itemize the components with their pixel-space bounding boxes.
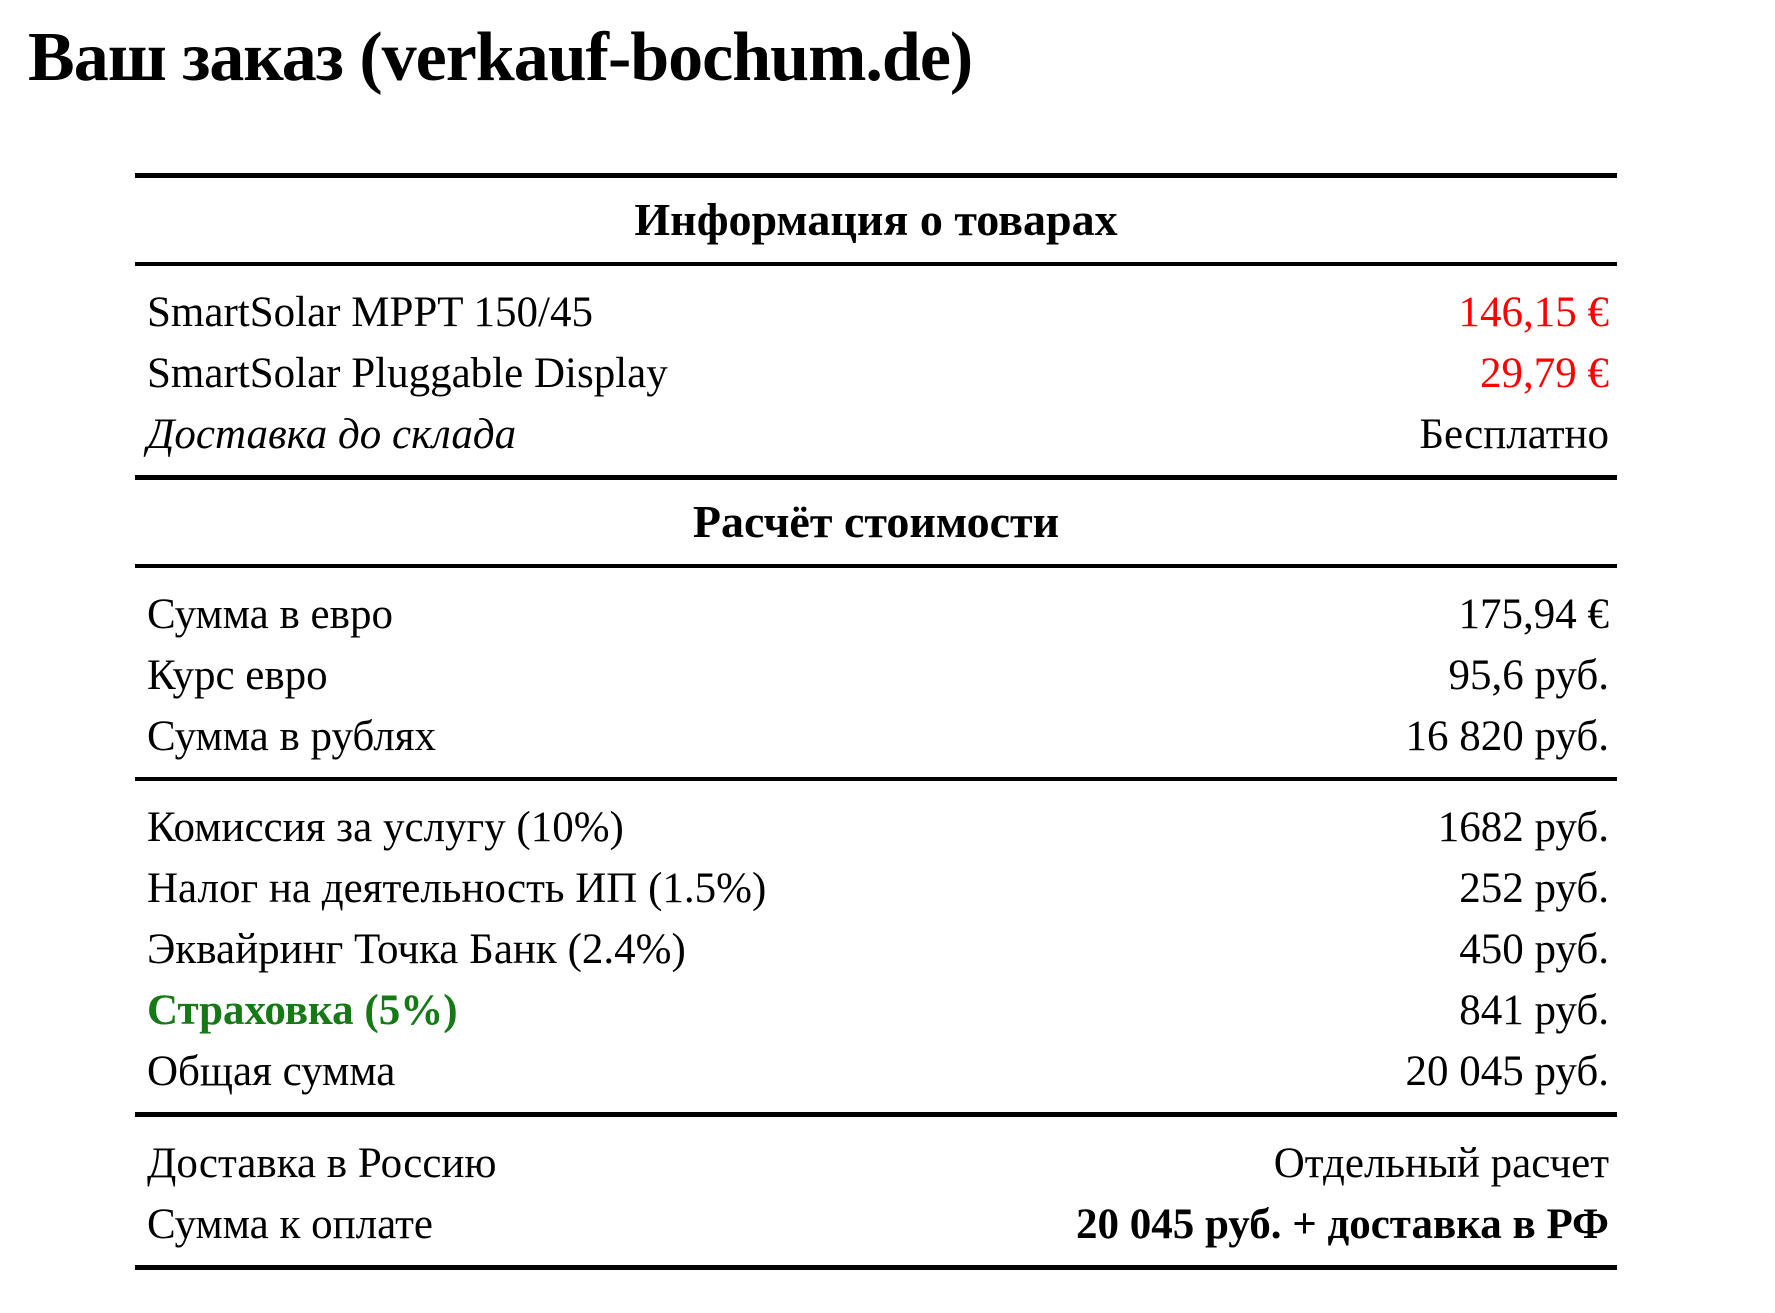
row-value: 841 руб.: [1459, 987, 1609, 1034]
product-row: SmartSolar MPPT 150/45 146,15 €: [135, 282, 1617, 343]
row-value: 95,6 руб.: [1448, 652, 1610, 699]
row-value: 450 руб.: [1459, 926, 1609, 973]
calculation-fees-rows: Комиссия за услугу (10%) 1682 руб. Налог…: [135, 781, 1617, 1112]
row-label: Сумма в евро: [147, 591, 393, 638]
section-separator-rule: [135, 475, 1617, 480]
row-value: 20 045 руб.: [1405, 1048, 1610, 1095]
product-name: SmartSolar Pluggable Display: [147, 350, 668, 397]
row-value: 1682 руб.: [1437, 804, 1609, 851]
row-label: Курс евро: [147, 652, 328, 699]
totals-separator-rule: [135, 1112, 1617, 1117]
row-value: Отдельный расчет: [1273, 1140, 1609, 1187]
ruble-sum-row: Сумма в рублях 16 820 руб.: [135, 706, 1617, 767]
fees-separator-rule: [135, 777, 1617, 781]
calculation-base-rows: Сумма в евро 175,94 € Курс евро 95,6 руб…: [135, 568, 1617, 777]
warehouse-delivery-label: Доставка до склада: [147, 411, 517, 458]
order-summary-table: Информация о товарах SmartSolar MPPT 150…: [135, 173, 1617, 1270]
payment-due-row: Сумма к оплате 20 045 руб. + доставка в …: [135, 1194, 1617, 1255]
calculation-section-header: Расчёт стоимости: [692, 496, 1060, 547]
commission-row: Комиссия за услугу (10%) 1682 руб.: [135, 797, 1617, 858]
euro-sum-row: Сумма в евро 175,94 €: [135, 584, 1617, 645]
insurance-label: Страховка (5%): [147, 987, 458, 1034]
row-label: Налог на деятельность ИП (1.5%): [147, 865, 767, 912]
insurance-row: Страховка (5%) 841 руб.: [135, 980, 1617, 1041]
product-price: 146,15 €: [1458, 289, 1610, 336]
products-header-rule: [135, 262, 1617, 266]
row-value: 16 820 руб.: [1405, 713, 1610, 760]
totals-rows: Доставка в Россию Отдельный расчет Сумма…: [135, 1117, 1617, 1265]
acquiring-row: Эквайринг Точка Банк (2.4%) 450 руб.: [135, 919, 1617, 980]
product-price: 29,79 €: [1480, 350, 1609, 397]
product-name: SmartSolar MPPT 150/45: [147, 289, 593, 336]
row-label: Сумма к оплате: [147, 1201, 433, 1248]
row-label: Общая сумма: [147, 1048, 396, 1095]
bottom-rule: [135, 1265, 1617, 1270]
top-rule: [135, 173, 1617, 178]
row-value: 252 руб.: [1459, 865, 1609, 912]
page-title: Ваш заказ (verkauf-bochum.de): [28, 19, 973, 96]
warehouse-delivery-value: Бесплатно: [1419, 411, 1609, 458]
row-label: Комиссия за услугу (10%): [147, 804, 624, 851]
russia-delivery-row: Доставка в Россию Отдельный расчет: [135, 1133, 1617, 1194]
product-row: SmartSolar Pluggable Display 29,79 €: [135, 343, 1617, 404]
warehouse-delivery-row: Доставка до склада Бесплатно: [135, 404, 1617, 465]
total-sum-row: Общая сумма 20 045 руб.: [135, 1041, 1617, 1102]
row-label: Эквайринг Точка Банк (2.4%): [147, 926, 686, 973]
row-value: 175,94 €: [1458, 591, 1610, 638]
row-label: Сумма в рублях: [147, 713, 436, 760]
tax-row: Налог на деятельность ИП (1.5%) 252 руб.: [135, 858, 1617, 919]
products-section-header: Информация о товарах: [634, 194, 1118, 245]
payment-due-value: 20 045 руб. + доставка в РФ: [1075, 1201, 1609, 1248]
products-rows: SmartSolar MPPT 150/45 146,15 € SmartSol…: [135, 266, 1617, 475]
row-label: Доставка в Россию: [147, 1140, 497, 1187]
calculation-header-rule: [135, 564, 1617, 568]
euro-rate-row: Курс евро 95,6 руб.: [135, 645, 1617, 706]
